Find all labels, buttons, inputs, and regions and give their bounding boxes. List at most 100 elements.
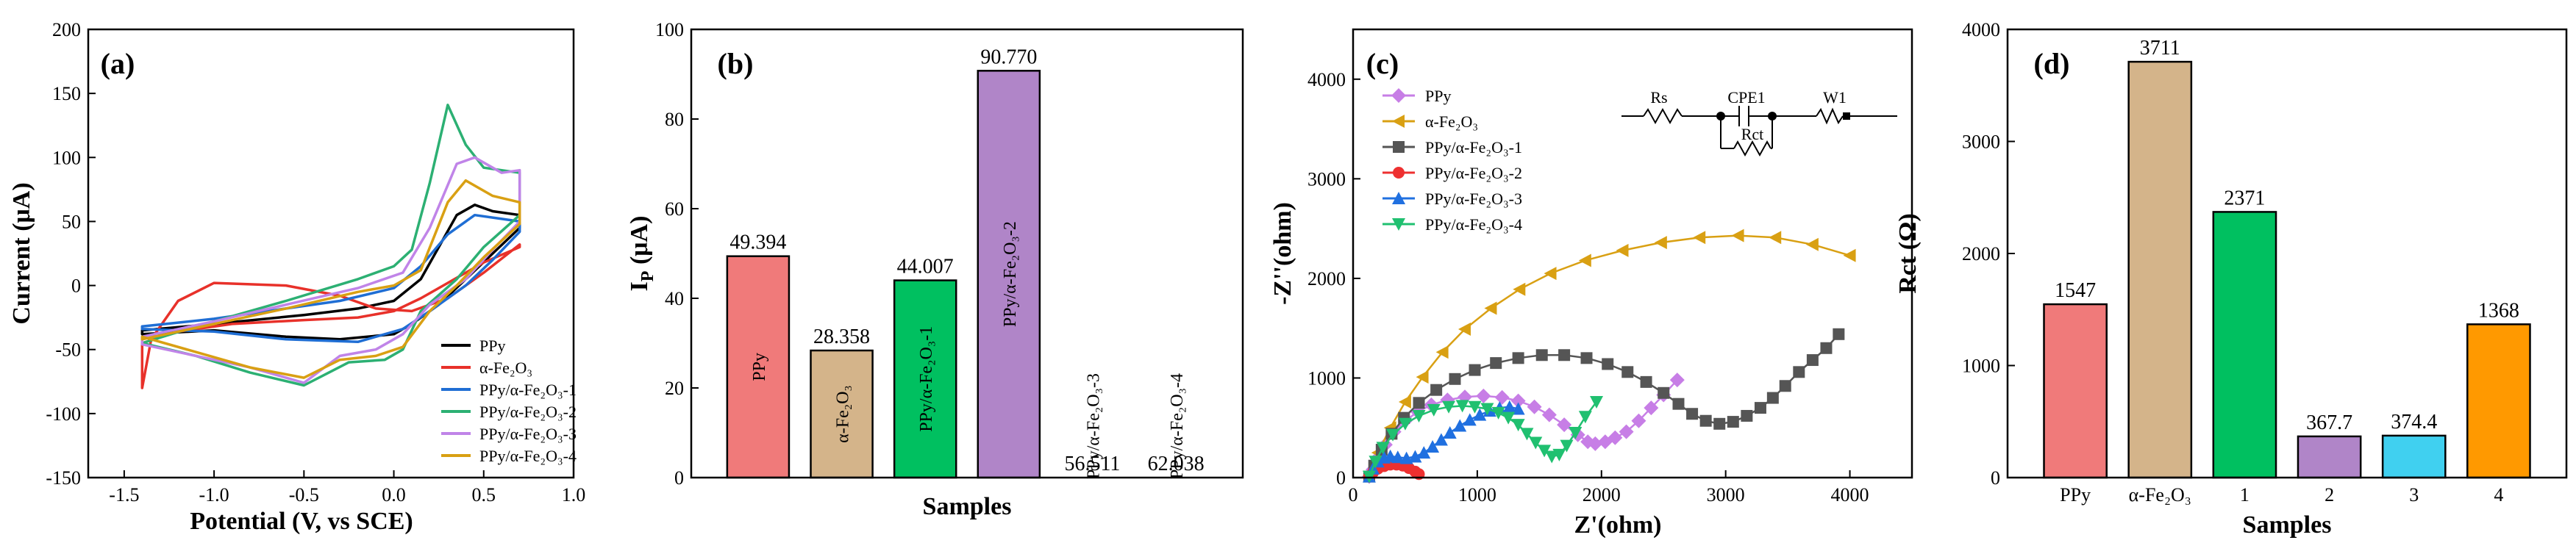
data-point <box>1398 417 1412 431</box>
legend-swatch-marker <box>1393 141 1405 153</box>
data-point <box>1484 301 1497 315</box>
data-point <box>1621 366 1634 378</box>
data-point <box>1416 370 1429 384</box>
panel-label-a: (a) <box>101 47 135 80</box>
x-tick-label: PPy <box>2060 484 2091 506</box>
bar-category-label: PPy/α-Fe₂O₃-4 <box>1168 373 1187 479</box>
x-tick-label: -0.5 <box>289 484 319 506</box>
data-point <box>1413 397 1425 409</box>
x-tick-label: 1.0 <box>562 484 586 506</box>
data-point <box>1727 416 1739 428</box>
panel-label-b: (b) <box>718 47 754 80</box>
data-point <box>1833 328 1845 340</box>
bar-value-label: 49.394 <box>729 231 786 254</box>
data-point <box>1616 243 1629 257</box>
data-point <box>1449 373 1461 385</box>
equivalent-circuit: Rs CPE1 W1 Rct <box>1621 88 1897 157</box>
y-tick-label: 150 <box>52 83 81 104</box>
y-tick-label: 1000 <box>1307 367 1346 389</box>
legend-label: α-Fe₂O₃ <box>479 359 532 377</box>
plot-frame <box>690 28 1244 479</box>
circuit-label-cpe1: CPE1 <box>1727 88 1765 107</box>
panel-b: 49.394 PPy 28.358 α-Fe₂O₃ 44.007 PPy/α-Fe₂O₃-… <box>626 19 1244 520</box>
data-point <box>1769 231 1782 245</box>
data-point <box>1560 439 1574 453</box>
data-point <box>1578 411 1592 424</box>
resistor-rs <box>1643 107 1683 125</box>
x-tick-label: 3000 <box>1707 484 1745 506</box>
x-tick-label: 3 <box>2409 484 2419 506</box>
legend-label: PPy/α-Fe₂O₃-1 <box>1425 138 1522 157</box>
data-point <box>1494 389 1510 405</box>
data-point <box>1654 236 1667 250</box>
data-point <box>1513 282 1526 296</box>
y-axis-title: Rct (Ω) <box>1894 213 1922 293</box>
data-point <box>1510 393 1526 409</box>
warburg-end <box>1843 112 1850 120</box>
legend-swatch-marker <box>1392 218 1405 231</box>
data-point <box>1511 402 1525 415</box>
data-point <box>1502 400 1516 413</box>
bar-category-label: PPy/α-Fe₂O₃-2 <box>1001 221 1020 327</box>
y-tick-label: -50 <box>55 339 81 361</box>
bar-3 <box>2212 211 2277 479</box>
data-point <box>1779 380 1791 392</box>
bar-value-label: 56.511 <box>1064 453 1120 475</box>
data-point <box>1386 428 1400 442</box>
x-axis-title: Samples <box>923 493 1012 520</box>
data-point <box>1391 450 1405 464</box>
data-point <box>1538 445 1552 458</box>
panel-label-c: (c) <box>1366 47 1399 80</box>
cv-curve-4 <box>140 104 521 387</box>
x-tick-label: -1.5 <box>109 484 139 506</box>
data-point <box>1443 426 1457 439</box>
x-axis-title: Samples <box>2243 511 2332 539</box>
x-tick-label: 1000 <box>1458 484 1496 506</box>
bar-category-label: PPy <box>750 353 769 381</box>
bar-value-label: 1368 <box>2478 299 2519 322</box>
data-point <box>1417 446 1431 459</box>
data-point <box>1376 442 1390 455</box>
y-tick-label: 0 <box>1991 467 2000 489</box>
bar-value-label: 367.7 <box>2306 411 2352 434</box>
legend-label: PPy/α-Fe₂O₃-2 <box>1425 164 1522 182</box>
cv-curve-3 <box>140 213 521 344</box>
bar-2 <box>2127 60 2193 479</box>
bar-value-label: 2371 <box>2224 187 2265 209</box>
bar-value-label: 28.358 <box>813 325 870 348</box>
data-point <box>1412 409 1426 422</box>
data-point <box>1369 456 1382 469</box>
x-tick-label: 0.0 <box>382 484 406 506</box>
data-point <box>1480 403 1494 416</box>
x-tick-label: 0 <box>1349 484 1358 506</box>
y-tick-label: 200 <box>52 19 81 40</box>
y-axis-title-unit: (μA) <box>626 216 653 271</box>
y-tick-label: 0 <box>674 467 684 489</box>
legend-swatch-marker <box>1392 115 1405 128</box>
data-point <box>1590 395 1604 409</box>
data-point <box>1473 408 1487 421</box>
x-tick-label: 4 <box>2494 484 2503 506</box>
legend-swatch-marker <box>1392 192 1405 204</box>
data-point <box>1434 433 1448 446</box>
y-tick-label: 50 <box>62 211 81 232</box>
y-tick-label: 60 <box>665 198 684 220</box>
data-point <box>1820 342 1833 354</box>
data-point <box>1672 397 1685 410</box>
x-tick-label: 4000 <box>1831 484 1869 506</box>
data-point <box>1455 400 1469 413</box>
series-5 <box>1362 400 1525 483</box>
data-point <box>1529 436 1543 450</box>
bar-2 <box>810 349 874 479</box>
y-tick-label: 100 <box>52 147 81 168</box>
cv-curve-6 <box>140 179 521 379</box>
data-point <box>1631 413 1646 428</box>
bar-1 <box>2043 303 2108 479</box>
data-point <box>1541 407 1557 422</box>
x-tick-label: 0.5 <box>472 484 496 506</box>
y-tick-label: -150 <box>46 467 81 489</box>
y-tick-label: 2000 <box>1307 268 1346 289</box>
bar-category-label: PPy/α-Fe₂O₃-3 <box>1084 373 1103 479</box>
data-point <box>1511 419 1525 432</box>
